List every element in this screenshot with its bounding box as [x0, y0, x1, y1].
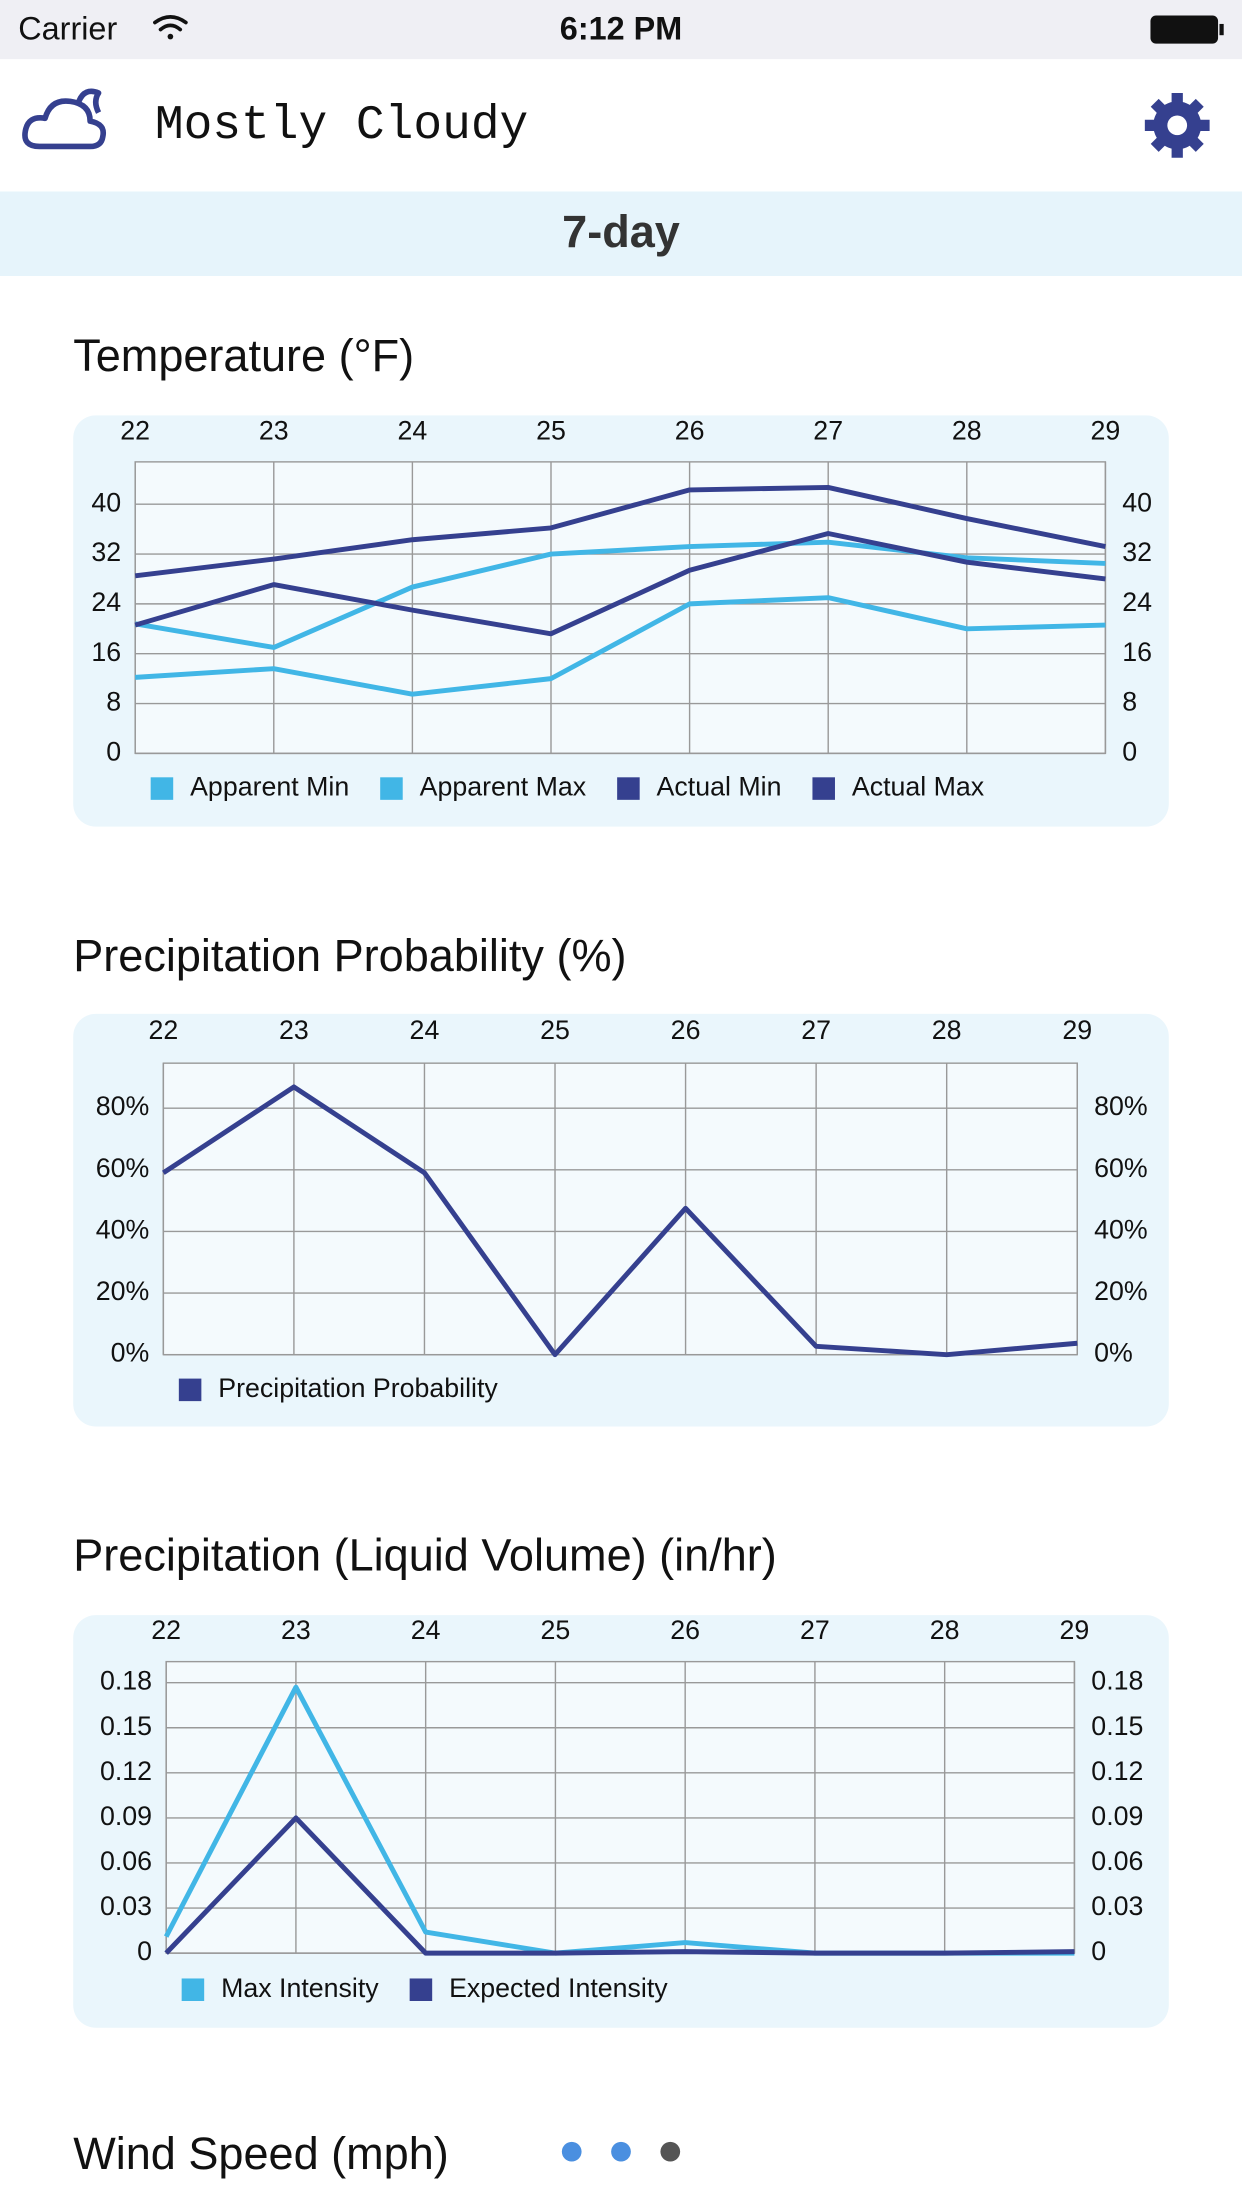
- plot-area: [134, 461, 1107, 755]
- wifi-icon: [153, 15, 188, 40]
- y-tick-label: 0.15: [1091, 1711, 1143, 1741]
- y-tick-label: 8: [1122, 687, 1137, 717]
- line-series: [134, 531, 1106, 637]
- chart-title: Precipitation Probability (%): [73, 930, 626, 981]
- legend-label: Expected Intensity: [449, 1973, 668, 2003]
- status-bar: [0, 0, 1242, 60]
- legend-label: Apparent Max: [420, 772, 587, 802]
- x-tick-label: 29: [1062, 1015, 1092, 1045]
- y-tick-label: 0.06: [1091, 1846, 1143, 1876]
- legend-swatch: [812, 777, 835, 800]
- y-tick-label: 0.12: [1091, 1756, 1143, 1786]
- line-series: [135, 595, 1106, 697]
- legend-swatch: [178, 1378, 202, 1402]
- y-tick-label: 40%: [1094, 1214, 1148, 1244]
- line-series: [134, 484, 1106, 579]
- y-tick-label: 80%: [1094, 1091, 1148, 1121]
- clock: 6:12 PM: [560, 11, 682, 47]
- plot-area: [162, 1062, 1078, 1356]
- x-tick-label: 28: [930, 1615, 960, 1645]
- y-tick-label: 0: [1091, 1936, 1106, 1966]
- x-tick-label: 29: [1091, 415, 1121, 445]
- x-tick-label: 26: [670, 1615, 700, 1645]
- settings-button[interactable]: [1144, 92, 1210, 158]
- legend-swatch: [181, 1978, 205, 2001]
- x-tick-label: 28: [952, 415, 982, 445]
- y-tick-label: 0%: [111, 1338, 150, 1368]
- legend-swatch: [617, 777, 640, 800]
- battery-icon: [1150, 15, 1224, 44]
- y-tick-label: 0.18: [1091, 1666, 1143, 1696]
- x-tick-label: 22: [120, 415, 150, 445]
- x-tick-label: 24: [398, 415, 428, 445]
- y-tick-label: 16: [91, 637, 121, 667]
- line-series: [164, 1815, 1075, 1956]
- y-tick-label: 20%: [1094, 1276, 1148, 1306]
- y-tick-label: 80%: [96, 1091, 150, 1121]
- line-series: [161, 1084, 1078, 1358]
- y-tick-label: 40: [1122, 487, 1152, 517]
- legend-label: Max Intensity: [221, 1973, 379, 2003]
- legend-label: Actual Min: [657, 772, 782, 802]
- legend-label: Precipitation Probability: [218, 1373, 498, 1403]
- y-tick-label: 32: [1122, 537, 1152, 567]
- y-tick-label: 0.12: [100, 1756, 152, 1786]
- legend-swatch: [409, 1978, 433, 2001]
- legend-label: Apparent Min: [190, 772, 349, 802]
- x-tick-label: 22: [148, 1015, 178, 1045]
- y-tick-label: 0.09: [100, 1801, 152, 1831]
- page-indicator[interactable]: [561, 2141, 681, 2162]
- x-tick-label: 27: [801, 1015, 831, 1045]
- header-title: Mostly Cloudy: [155, 99, 528, 153]
- legend-label: Actual Max: [852, 772, 985, 802]
- x-tick-label: 24: [410, 1015, 440, 1045]
- tab-label[interactable]: 7-day: [562, 206, 680, 257]
- chart-title: Temperature (°F): [73, 330, 414, 381]
- y-tick-label: 0.03: [100, 1891, 152, 1921]
- y-tick-label: 16: [1122, 637, 1152, 667]
- y-tick-label: 60%: [96, 1153, 150, 1183]
- y-tick-label: 40%: [96, 1214, 150, 1244]
- x-tick-label: 26: [671, 1015, 701, 1045]
- weather-icon: [22, 88, 107, 150]
- x-tick-label: 25: [541, 1615, 571, 1645]
- y-tick-label: 40: [91, 487, 121, 517]
- x-tick-label: 24: [411, 1615, 441, 1645]
- x-tick-label: 25: [540, 1015, 570, 1045]
- y-tick-label: 60%: [1094, 1153, 1148, 1183]
- tab-bar: [0, 191, 1242, 276]
- x-tick-label: 23: [281, 1615, 311, 1645]
- carrier: Carrier: [18, 11, 117, 47]
- y-tick-label: 0: [137, 1936, 152, 1966]
- x-tick-label: 28: [932, 1015, 962, 1045]
- legend-swatch: [150, 777, 174, 800]
- y-tick-label: 0.03: [1091, 1891, 1143, 1921]
- x-tick-label: 27: [800, 1615, 830, 1645]
- chart-title: Precipitation (Liquid Volume) (in/hr): [73, 1530, 777, 1581]
- x-tick-label: 22: [151, 1615, 181, 1645]
- y-tick-label: 0.09: [1091, 1801, 1143, 1831]
- x-tick-label: 25: [536, 415, 566, 445]
- x-tick-label: 29: [1060, 1615, 1090, 1645]
- y-tick-label: 0.06: [100, 1846, 152, 1876]
- y-tick-label: 32: [91, 537, 121, 567]
- legend-swatch: [380, 777, 403, 800]
- y-tick-label: 8: [106, 687, 121, 717]
- x-tick-label: 27: [813, 415, 843, 445]
- x-tick-label: 23: [279, 1015, 309, 1045]
- y-tick-label: 0%: [1094, 1338, 1133, 1368]
- y-tick-label: 0: [1122, 736, 1137, 766]
- y-tick-label: 20%: [96, 1276, 150, 1306]
- y-tick-label: 0: [106, 736, 121, 766]
- y-tick-label: 0.15: [100, 1711, 152, 1741]
- x-tick-label: 23: [259, 415, 289, 445]
- y-tick-label: 0.18: [100, 1666, 152, 1696]
- y-tick-label: 24: [91, 587, 121, 617]
- x-tick-label: 26: [675, 415, 705, 445]
- section-title: Wind Speed (mph): [73, 2128, 449, 2179]
- y-tick-label: 24: [1122, 587, 1152, 617]
- plot-area: [165, 1660, 1076, 1954]
